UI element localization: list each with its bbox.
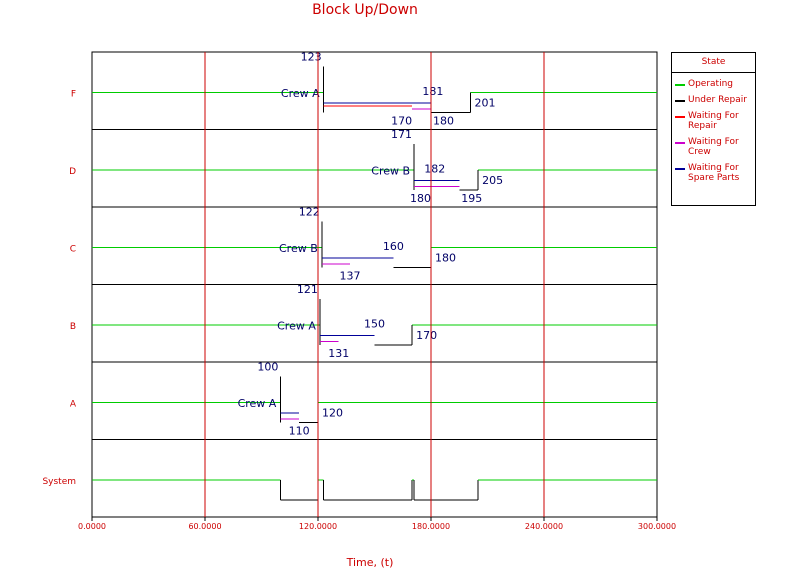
event-time-label: 170 (391, 114, 412, 127)
event-time-label: 121 (297, 283, 318, 296)
legend-title: State (672, 53, 755, 73)
event-time-label: 120 (322, 406, 343, 419)
legend-item: Waiting For Crew (672, 137, 755, 157)
event-time-label: 170 (416, 329, 437, 342)
x-tick-label: 60.0000 (188, 522, 221, 531)
chart-title: Block Up/Down (312, 2, 418, 18)
event-time-label: 100 (257, 360, 278, 373)
crew-label: Crew B (371, 164, 410, 177)
legend-swatch (675, 100, 685, 102)
event-time-label: 150 (364, 317, 385, 330)
legend-swatch (675, 84, 685, 86)
event-time-label: 182 (424, 162, 445, 175)
legend-label: Under Repair (688, 95, 747, 105)
x-axis-label: Time, (t) (346, 556, 394, 569)
legend-item: Waiting For Repair (672, 111, 755, 131)
event-time-label: 110 (289, 424, 310, 437)
event-time-label: 180 (433, 114, 454, 127)
event-time-label: 131 (328, 347, 349, 360)
crew-label: Crew B (279, 242, 318, 255)
crew-label: Crew A (277, 319, 316, 332)
row-label: D (69, 167, 76, 177)
legend-item: Waiting For Spare Parts (672, 163, 755, 183)
event-time-label: 205 (482, 174, 503, 187)
event-time-label: 180 (435, 251, 456, 264)
crew-label: Crew A (281, 87, 320, 100)
legend-swatch (675, 168, 685, 170)
x-tick-label: 300.0000 (638, 522, 676, 531)
row-label: F (71, 89, 76, 99)
legend-label: Waiting For Spare Parts (688, 163, 740, 183)
event-time-label: 123 (301, 50, 322, 63)
row-label: System (42, 477, 76, 487)
event-time-label: 160 (383, 240, 404, 253)
event-time-label: 201 (475, 96, 496, 109)
legend-label: Waiting For Crew (688, 137, 739, 157)
row-label: B (70, 322, 76, 332)
event-time-label: 137 (340, 269, 361, 282)
crew-label: Crew A (238, 397, 277, 410)
legend-swatch (675, 142, 685, 144)
legend-swatch (675, 116, 685, 118)
event-time-label: 171 (391, 128, 412, 141)
row-label: A (70, 399, 77, 409)
legend: State Operating Under Repair Waiting For R… (671, 52, 756, 206)
legend-label: Waiting For Repair (688, 111, 739, 131)
event-time-label: 122 (299, 205, 320, 218)
legend-item: Operating (672, 79, 755, 89)
x-tick-label: 120.0000 (299, 522, 337, 531)
event-time-label: 181 (422, 85, 443, 98)
x-tick-label: 0.0000 (78, 522, 106, 531)
row-label: C (70, 244, 76, 254)
x-tick-label: 240.0000 (525, 522, 563, 531)
event-time-label: 195 (461, 192, 482, 205)
legend-label: Operating (688, 79, 733, 89)
x-tick-label: 180.0000 (412, 522, 450, 531)
legend-item: Under Repair (672, 95, 755, 105)
event-time-label: 180 (410, 192, 431, 205)
